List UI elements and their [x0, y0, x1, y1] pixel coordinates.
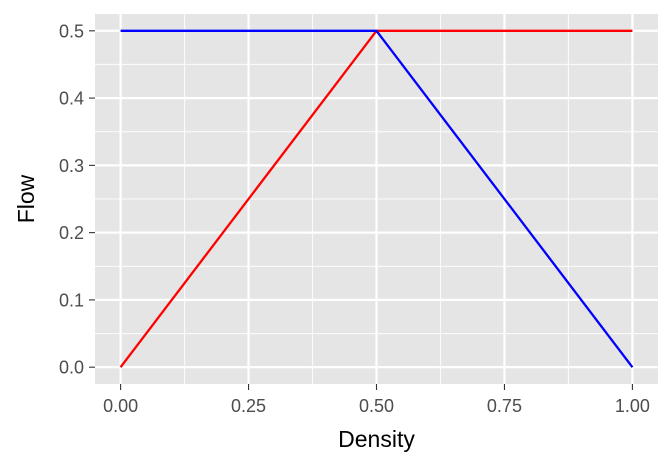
series-line-2 — [120, 29, 634, 368]
series-layer — [119, 29, 634, 368]
x-tick-label: 0.50 — [359, 396, 394, 416]
y-axis: 0.0 0.1 0.2 0.3 0.4 0.5 — [59, 21, 95, 378]
x-tick-label: 0.75 — [487, 396, 522, 416]
y-tick-label: 0.0 — [59, 358, 84, 378]
y-tick-label: 0.1 — [59, 290, 84, 310]
y-tick-label: 0.5 — [59, 21, 84, 41]
y-tick-label: 0.2 — [59, 223, 84, 243]
y-axis-title: Flow — [13, 174, 39, 223]
x-tick-label: 0.00 — [103, 396, 138, 416]
x-axis: 0.00 0.25 0.50 0.75 1.00 — [103, 384, 650, 416]
y-tick-label: 0.3 — [59, 156, 84, 176]
x-axis-title: Density — [338, 426, 415, 452]
x-tick-label: 0.25 — [231, 396, 266, 416]
x-tick-label: 1.00 — [615, 396, 650, 416]
y-tick-label: 0.4 — [59, 89, 84, 109]
